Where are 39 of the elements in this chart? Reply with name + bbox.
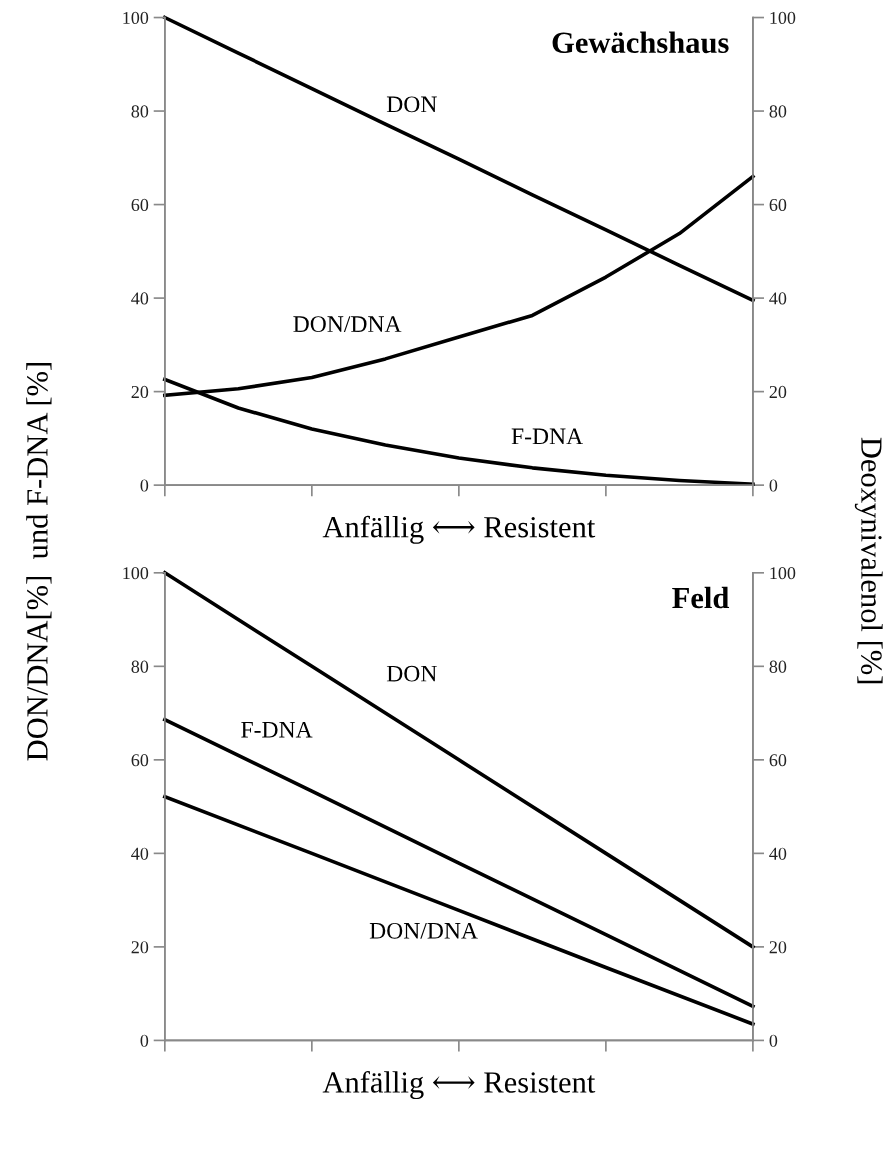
annotation: DON/DNA [369, 922, 478, 939]
annotation: DON/DNA [293, 316, 402, 333]
line-series [163, 794, 755, 1026]
x-axis-title: Anfällig ⟷ Resistent [322, 1070, 596, 1100]
x-axis-title: Anfällig ⟷ Resistent [322, 515, 596, 544]
y2-tick-label: 100 [770, 567, 796, 580]
annotation: DON [386, 96, 437, 113]
y2-tick-label: 60 [769, 754, 787, 767]
chart-title: Feld [672, 586, 730, 609]
y-tick-label: 60 [131, 198, 149, 212]
y-tick-label: 40 [131, 847, 149, 860]
y-tick-label: 80 [131, 105, 149, 118]
y-tick-label: 0 [140, 1034, 149, 1047]
annotation: F-DNA [241, 721, 313, 738]
line-series [163, 717, 755, 1009]
y2-axis-title: Deoxynivalenol [%] [854, 437, 883, 684]
y2-tick-label: 80 [769, 105, 787, 118]
y2-tick-label: 0 [769, 479, 778, 492]
chart-title: Gewächshaus [552, 31, 729, 54]
y-tick-label: 60 [131, 754, 149, 767]
y-tick-label: 100 [123, 11, 149, 24]
line-series [163, 571, 755, 949]
y2-tick-label: 60 [769, 198, 787, 212]
y2-tick-label: 100 [770, 11, 796, 24]
y2-tick-label: 40 [769, 292, 787, 305]
y-tick-label: 80 [131, 660, 149, 673]
y-tick-label: 0 [140, 479, 149, 492]
y2-tick-label: 40 [769, 847, 787, 860]
annotation: DON [386, 665, 437, 682]
y-tick-label: 20 [131, 941, 149, 954]
y2-tick-label: 0 [769, 1034, 778, 1047]
y2-tick-label: 20 [769, 941, 787, 954]
y-axis-title: DON/DNA[%] und F-DNA [%] [26, 363, 52, 761]
y-tick-label: 100 [123, 567, 149, 580]
y2-tick-label: 80 [769, 660, 787, 673]
y-tick-label: 40 [131, 292, 149, 305]
y2-tick-label: 20 [769, 385, 787, 399]
annotation: F-DNA [511, 428, 583, 445]
y-tick-label: 20 [131, 385, 149, 399]
